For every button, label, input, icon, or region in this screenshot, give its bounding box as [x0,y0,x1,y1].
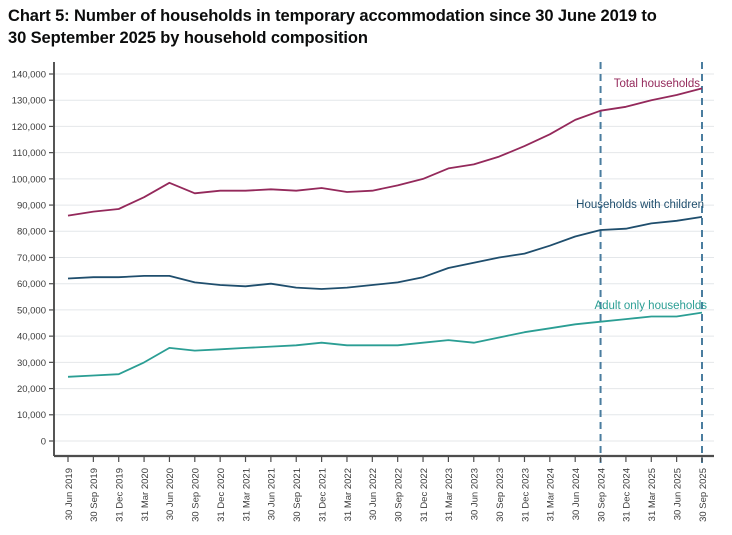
x-tick-label: 31 Dec 2020 [216,468,227,522]
y-tick-label: 30,000 [17,358,46,369]
series-line-adult-only-households [67,311,703,378]
x-tick-label: 30 Sep 2025 [698,468,709,522]
x-tick-label: 30 Jun 2024 [571,468,582,520]
y-tick-label: 20,000 [17,384,46,395]
x-tick-label: 31 Dec 2024 [622,468,633,522]
chart-title-line2: 30 September 2025 by household compositi… [8,28,368,47]
x-tick-label: 30 Jun 2022 [368,468,379,520]
x-tick-label: 30 Jun 2023 [470,468,481,520]
y-tick-label: 0 [41,436,46,447]
x-tick-label: 31 Dec 2019 [115,468,126,522]
x-tick-label: 31 Mar 2024 [546,468,557,521]
chart-title-line1: Chart 5: Number of households in tempora… [8,7,657,25]
series-line-total-households [67,87,703,217]
x-tick-label: 30 Sep 2021 [292,468,303,522]
x-tick-label: 30 Sep 2024 [596,468,607,522]
x-tick-label: 31 Mar 2023 [444,468,455,521]
x-tick-label: 31 Dec 2022 [419,468,430,522]
y-tick-label: 100,000 [12,174,46,185]
series-label-adult-only-households: Adult only households [594,300,707,312]
x-tick-label: 30 Sep 2022 [393,468,404,522]
y-tick-label: 80,000 [17,227,46,238]
y-tick-label: 40,000 [17,332,46,343]
x-tick-label: 30 Jun 2021 [267,468,278,520]
x-tick-label: 30 Sep 2019 [89,468,100,522]
y-tick-label: 90,000 [17,200,46,211]
series-line-households-with-children [67,216,703,290]
y-tick-label: 120,000 [12,122,46,133]
x-tick-label: 30 Jun 2019 [64,468,75,520]
y-tick-label: 130,000 [12,96,46,107]
x-tick-label: 31 Mar 2025 [647,468,658,521]
x-tick-label: 30 Jun 2025 [672,468,683,520]
x-tick-label: 31 Dec 2021 [317,468,328,522]
x-tick-label: 30 Sep 2023 [495,468,506,522]
x-tick-label: 30 Sep 2020 [191,468,202,522]
y-tick-label: 70,000 [17,253,46,264]
y-tick-label: 10,000 [17,410,46,421]
x-tick-label: 31 Dec 2023 [520,468,531,522]
x-tick-label: 30 Jun 2020 [165,468,176,520]
x-tick-label: 31 Mar 2022 [343,468,354,521]
chart-title: Chart 5: Number of households in tempora… [8,6,728,50]
y-tick-label: 140,000 [12,69,46,80]
y-tick-label: 60,000 [17,279,46,290]
x-tick-label: 31 Mar 2021 [241,468,252,521]
series-label-households-with-children: Households with children [576,199,704,211]
x-tick-label: 31 Mar 2020 [140,468,151,521]
y-tick-label: 50,000 [17,305,46,316]
series-label-total-households: Total households [614,78,701,90]
y-tick-label: 110,000 [12,148,46,159]
